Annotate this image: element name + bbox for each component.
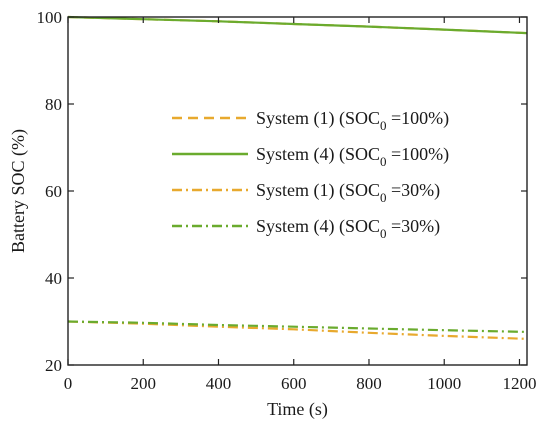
y-tick-label: 60 bbox=[45, 182, 62, 201]
x-tick-label: 600 bbox=[281, 374, 307, 393]
series-layer bbox=[67, 15, 528, 340]
x-tick-label: 1000 bbox=[427, 374, 461, 393]
x-axis-title: Time (s) bbox=[267, 399, 328, 420]
legend-label-2: System (4) (SOC0 =100%) bbox=[256, 144, 449, 169]
y-tick-label: 100 bbox=[37, 8, 63, 27]
ticks-layer: 0 200 400 600 800 1000 1200 20 40 60 80 100 bbox=[37, 8, 537, 393]
y-tick-label: 40 bbox=[45, 269, 62, 288]
series-line-3 bbox=[67, 320, 528, 340]
legend-label-3: System (1) (SOC0 =30%) bbox=[256, 180, 440, 205]
series-line-4 bbox=[67, 320, 528, 333]
series-line-2 bbox=[67, 15, 528, 35]
y-tick-label: 80 bbox=[45, 95, 62, 114]
x-tick-label: 200 bbox=[130, 374, 156, 393]
y-tick-label: 20 bbox=[45, 356, 62, 375]
x-tick-label: 800 bbox=[356, 374, 382, 393]
x-tick-label: 0 bbox=[64, 374, 73, 393]
legend-label-4: System (4) (SOC0 =30%) bbox=[256, 216, 440, 241]
legend: System (1) (SOC0 =100%) System (4) (SOC0 … bbox=[172, 108, 449, 241]
x-tick-label: 1200 bbox=[502, 374, 536, 393]
legend-label-1: System (1) (SOC0 =100%) bbox=[256, 108, 449, 133]
x-tick-label: 400 bbox=[206, 374, 232, 393]
y-axis-title: Battery SOC (%) bbox=[8, 129, 29, 253]
